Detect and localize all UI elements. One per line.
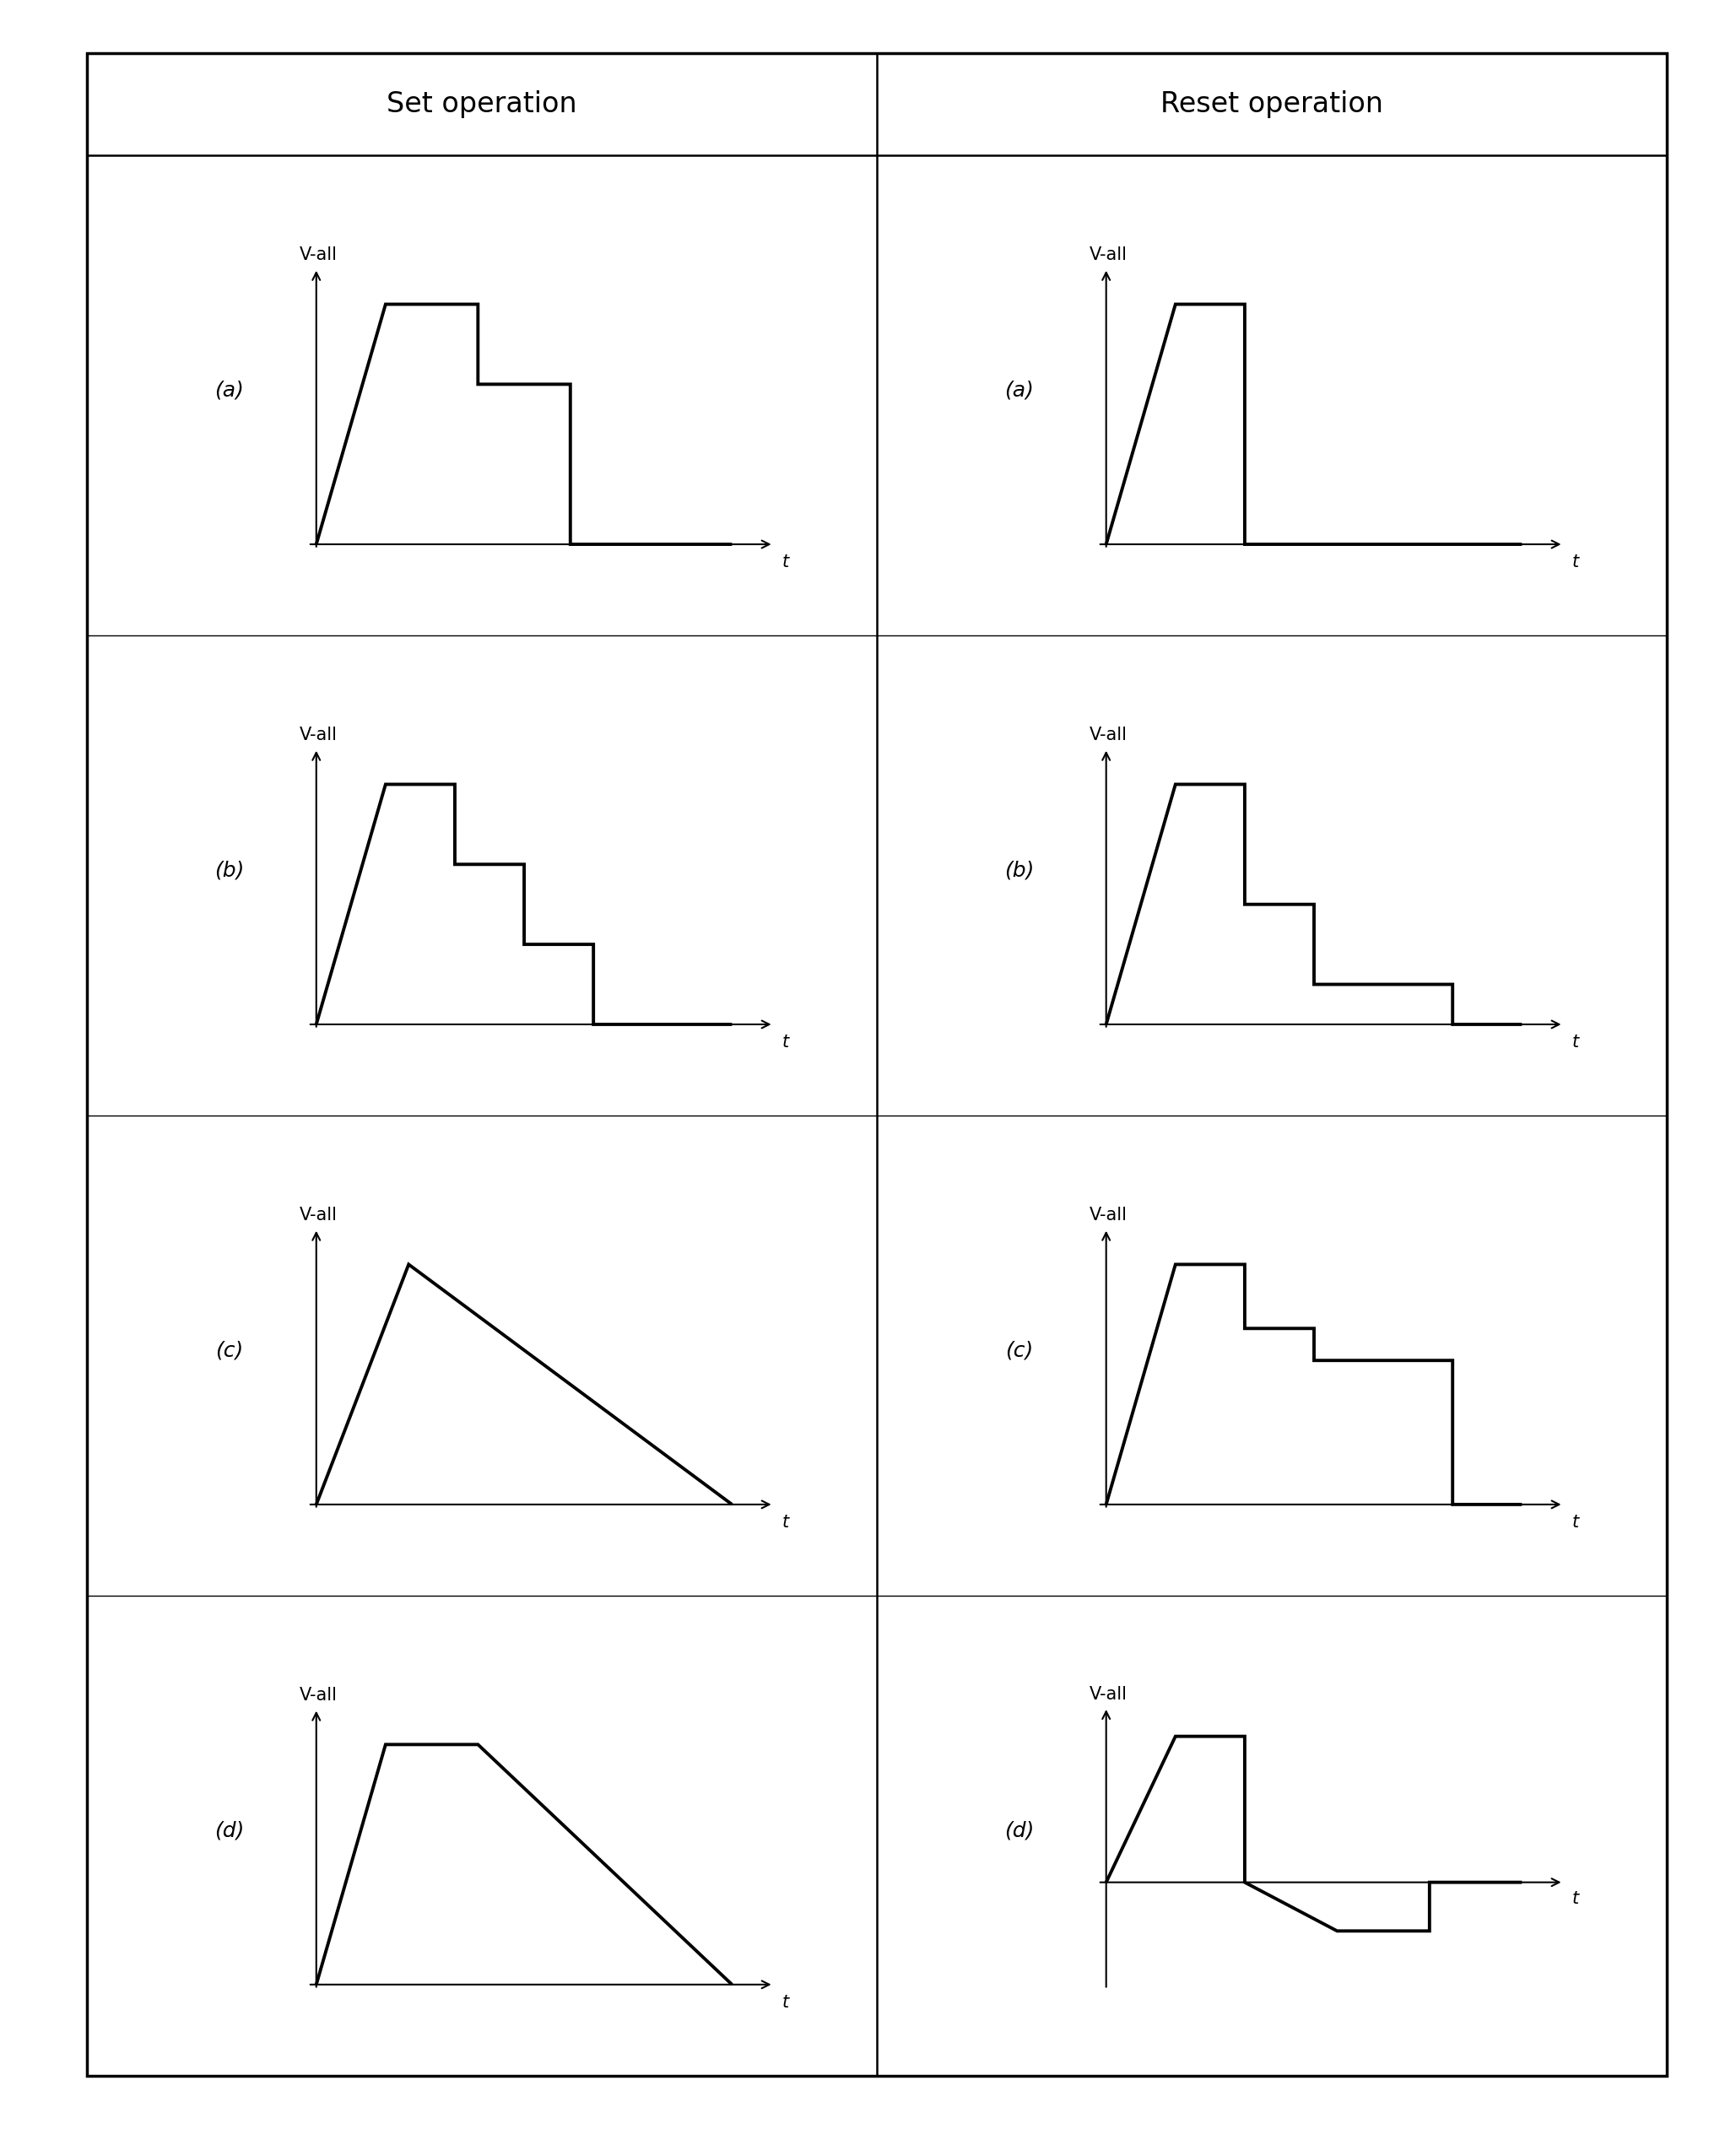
Text: (a): (a) bbox=[1003, 381, 1033, 400]
Text: V-all: V-all bbox=[1090, 247, 1127, 264]
Text: (c): (c) bbox=[215, 1341, 243, 1360]
Text: (b): (b) bbox=[214, 860, 243, 881]
Text: V-all: V-all bbox=[300, 1686, 337, 1703]
Text: V-all: V-all bbox=[300, 726, 337, 743]
Text: V-all: V-all bbox=[300, 1207, 337, 1224]
Text: Reset operation: Reset operation bbox=[1160, 89, 1384, 119]
Text: V-all: V-all bbox=[1090, 1207, 1127, 1224]
Text: V-all: V-all bbox=[300, 247, 337, 264]
Text: (b): (b) bbox=[1003, 860, 1033, 881]
Text: t: t bbox=[1571, 554, 1578, 571]
Text: t: t bbox=[781, 554, 788, 571]
Text: (d): (d) bbox=[1003, 1820, 1033, 1842]
Text: t: t bbox=[1571, 1035, 1578, 1052]
Text: V-all: V-all bbox=[1090, 726, 1127, 743]
Text: Set operation: Set operation bbox=[387, 89, 576, 119]
Text: t: t bbox=[1571, 1514, 1578, 1531]
Text: (a): (a) bbox=[214, 381, 243, 400]
Text: t: t bbox=[781, 1514, 788, 1531]
Text: V-all: V-all bbox=[1090, 1686, 1127, 1703]
Text: t: t bbox=[781, 1995, 788, 2012]
Text: t: t bbox=[781, 1035, 788, 1052]
Text: t: t bbox=[1571, 1891, 1578, 1908]
Text: (d): (d) bbox=[214, 1820, 243, 1842]
Text: (c): (c) bbox=[1005, 1341, 1033, 1360]
